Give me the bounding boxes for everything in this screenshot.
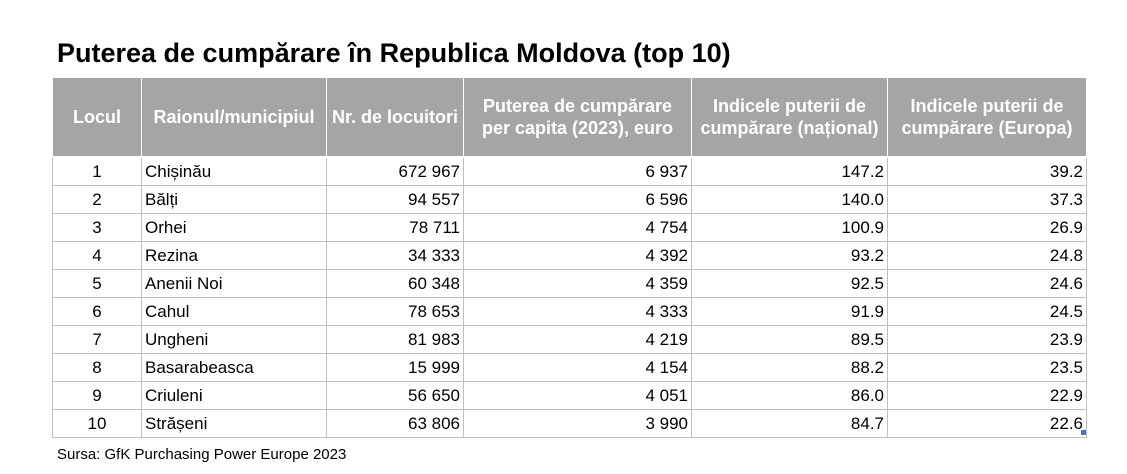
cell-rank: 4 — [52, 241, 142, 270]
cell-index-national: 89.5 — [691, 325, 888, 354]
cell-purchasing-power: 6 596 — [463, 185, 692, 214]
table-row: 10 Strășeni 63 806 3 990 84.7 22.6 — [52, 409, 1087, 438]
cell-district: Ungheni — [141, 325, 327, 354]
cell-index-national: 92.5 — [691, 269, 888, 298]
table-row: 8 Basarabeasca 15 999 4 154 88.2 23.5 — [52, 353, 1087, 382]
table-body: 1 Chișinău 672 967 6 937 147.2 39.2 2 Bălți 94 5… — [52, 156, 1087, 438]
cell-index-national: 147.2 — [691, 156, 888, 186]
cell-rank: 8 — [52, 353, 142, 382]
cell-index-europe: 39.2 — [887, 156, 1087, 186]
header-purchasing-power: Puterea de cumpărare per capita (2023), … — [463, 77, 692, 158]
header-row: Locul Raionul/municipiul Nr. de locuitor… — [52, 77, 1087, 158]
table-row: 5 Anenii Noi 60 348 4 359 92.5 24.6 — [52, 269, 1087, 298]
cell-index-national: 93.2 — [691, 241, 888, 270]
cell-index-europe: 24.8 — [887, 241, 1087, 270]
cell-purchasing-power: 6 937 — [463, 156, 692, 186]
cell-population: 81 983 — [326, 325, 464, 354]
cell-purchasing-power: 4 359 — [463, 269, 692, 298]
cell-index-europe: 24.6 — [887, 269, 1087, 298]
cell-rank: 9 — [52, 381, 142, 410]
table-row: 3 Orhei 78 711 4 754 100.9 26.9 — [52, 213, 1087, 242]
cell-population: 56 650 — [326, 381, 464, 410]
cell-index-europe: 22.9 — [887, 381, 1087, 410]
cell-population: 34 333 — [326, 241, 464, 270]
cell-rank: 7 — [52, 325, 142, 354]
table-row: 7 Ungheni 81 983 4 219 89.5 23.9 — [52, 325, 1087, 354]
cell-purchasing-power: 4 392 — [463, 241, 692, 270]
cell-population: 94 557 — [326, 185, 464, 214]
purchasing-power-table: Locul Raionul/municipiul Nr. de locuitor… — [52, 77, 1087, 438]
table-row: 1 Chișinău 672 967 6 937 147.2 39.2 — [52, 156, 1087, 186]
header-rank: Locul — [52, 77, 142, 158]
cell-district: Strășeni — [141, 409, 327, 438]
cell-index-europe: 23.9 — [887, 325, 1087, 354]
header-district: Raionul/municipiul — [141, 77, 327, 158]
cell-index-europe: 26.9 — [887, 213, 1087, 242]
cell-purchasing-power: 4 051 — [463, 381, 692, 410]
cell-rank: 10 — [52, 409, 142, 438]
table-row: 6 Cahul 78 653 4 333 91.9 24.5 — [52, 297, 1087, 326]
table-row: 2 Bălți 94 557 6 596 140.0 37.3 — [52, 185, 1087, 214]
cell-index-national: 84.7 — [691, 409, 888, 438]
cell-purchasing-power: 4 333 — [463, 297, 692, 326]
header-index-national: Indicele puterii de cumpărare (național) — [691, 77, 888, 158]
cell-index-national: 100.9 — [691, 213, 888, 242]
cell-index-national: 140.0 — [691, 185, 888, 214]
page-title: Puterea de cumpărare în Republica Moldov… — [57, 38, 731, 68]
header-population: Nr. de locuitori — [326, 77, 464, 158]
cell-index-europe: 23.5 — [887, 353, 1087, 382]
cell-district: Criuleni — [141, 381, 327, 410]
cell-purchasing-power: 4 754 — [463, 213, 692, 242]
cell-district: Basarabeasca — [141, 353, 327, 382]
cell-rank: 6 — [52, 297, 142, 326]
cell-index-national: 86.0 — [691, 381, 888, 410]
cell-rank: 2 — [52, 185, 142, 214]
cell-index-europe: 24.5 — [887, 297, 1087, 326]
header-index-europe: Indicele puterii de cumpărare (Europa) — [887, 77, 1087, 158]
selection-handle[interactable] — [1081, 430, 1086, 435]
cell-purchasing-power: 3 990 — [463, 409, 692, 438]
table-row: 4 Rezina 34 333 4 392 93.2 24.8 — [52, 241, 1087, 270]
cell-index-europe: 22.6 — [887, 409, 1087, 438]
cell-population: 63 806 — [326, 409, 464, 438]
source-note: Sursa: GfK Purchasing Power Europe 2023 — [57, 446, 347, 463]
cell-purchasing-power: 4 219 — [463, 325, 692, 354]
cell-index-national: 88.2 — [691, 353, 888, 382]
cell-district: Cahul — [141, 297, 327, 326]
cell-index-national: 91.9 — [691, 297, 888, 326]
cell-district: Bălți — [141, 185, 327, 214]
cell-population: 672 967 — [326, 156, 464, 186]
cell-district: Rezina — [141, 241, 327, 270]
cell-district: Chișinău — [141, 156, 327, 186]
cell-purchasing-power: 4 154 — [463, 353, 692, 382]
cell-population: 60 348 — [326, 269, 464, 298]
cell-population: 78 711 — [326, 213, 464, 242]
table-row: 9 Criuleni 56 650 4 051 86.0 22.9 — [52, 381, 1087, 410]
cell-population: 78 653 — [326, 297, 464, 326]
cell-rank: 5 — [52, 269, 142, 298]
cell-district: Orhei — [141, 213, 327, 242]
cell-population: 15 999 — [326, 353, 464, 382]
cell-index-europe: 37.3 — [887, 185, 1087, 214]
cell-rank: 3 — [52, 213, 142, 242]
cell-rank: 1 — [52, 156, 142, 186]
cell-district: Anenii Noi — [141, 269, 327, 298]
